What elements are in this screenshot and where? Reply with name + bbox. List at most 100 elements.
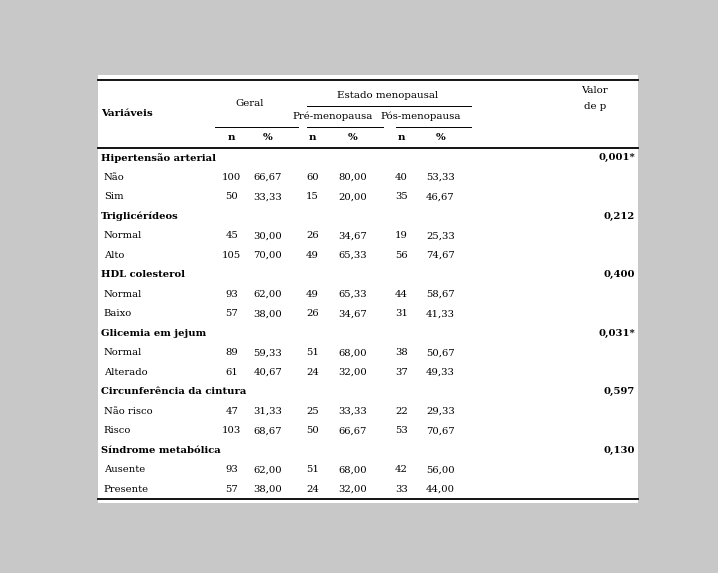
Text: 50: 50	[225, 193, 238, 201]
Text: 57: 57	[225, 309, 238, 319]
Text: 53: 53	[395, 426, 408, 435]
Text: 100: 100	[222, 173, 241, 182]
Text: 56,00: 56,00	[426, 465, 454, 474]
Text: 0,031*: 0,031*	[598, 329, 635, 338]
Text: Pós-menopausa: Pós-menopausa	[381, 111, 461, 121]
Text: 57: 57	[225, 485, 238, 494]
Text: 89: 89	[225, 348, 238, 358]
Text: Hipertensão arterial: Hipertensão arterial	[101, 153, 216, 163]
Text: 29,33: 29,33	[426, 407, 454, 416]
Text: 24: 24	[306, 368, 319, 377]
Text: Não: Não	[103, 173, 124, 182]
Text: 19: 19	[395, 231, 408, 240]
Text: Valor: Valor	[582, 87, 608, 95]
Text: 25: 25	[306, 407, 319, 416]
Text: 25,33: 25,33	[426, 231, 454, 240]
Text: 38,00: 38,00	[253, 309, 282, 319]
Text: 62,00: 62,00	[253, 465, 282, 474]
Text: 0,001*: 0,001*	[598, 154, 635, 162]
Text: n: n	[309, 132, 316, 142]
Text: 32,00: 32,00	[338, 485, 367, 494]
Text: Normal: Normal	[103, 290, 142, 299]
Text: 37: 37	[395, 368, 408, 377]
Text: 80,00: 80,00	[338, 173, 367, 182]
Text: 41,33: 41,33	[426, 309, 454, 319]
Text: 26: 26	[306, 309, 319, 319]
Text: Alterado: Alterado	[103, 368, 147, 377]
Text: 74,67: 74,67	[426, 251, 454, 260]
Text: 47: 47	[225, 407, 238, 416]
Text: 0,130: 0,130	[604, 446, 635, 455]
Text: 40,67: 40,67	[253, 368, 282, 377]
Text: Sim: Sim	[103, 193, 123, 201]
Text: 44,00: 44,00	[426, 485, 454, 494]
Text: 66,67: 66,67	[253, 173, 282, 182]
Text: de p: de p	[584, 102, 606, 111]
Text: Risco: Risco	[103, 426, 131, 435]
Text: Variáveis: Variáveis	[101, 109, 153, 119]
Text: 33,33: 33,33	[253, 193, 282, 201]
Text: 70,00: 70,00	[253, 251, 282, 260]
Text: Presente: Presente	[103, 485, 149, 494]
Text: Estado menopausal: Estado menopausal	[337, 91, 438, 100]
Text: %: %	[348, 132, 358, 142]
Text: 65,33: 65,33	[338, 251, 367, 260]
Text: Glicemia em jejum: Glicemia em jejum	[101, 329, 206, 338]
Text: 105: 105	[222, 251, 241, 260]
Text: 62,00: 62,00	[253, 290, 282, 299]
Text: 103: 103	[222, 426, 241, 435]
Text: %: %	[263, 132, 273, 142]
Text: 46,67: 46,67	[426, 193, 454, 201]
Text: Normal: Normal	[103, 348, 142, 358]
Text: Pré-menopausa: Pré-menopausa	[292, 111, 373, 121]
Text: 24: 24	[306, 485, 319, 494]
Text: 44: 44	[395, 290, 408, 299]
Text: 68,00: 68,00	[338, 348, 367, 358]
Text: Síndrome metabólica: Síndrome metabólica	[101, 446, 220, 455]
Text: 68,67: 68,67	[253, 426, 282, 435]
Text: Alto: Alto	[103, 251, 124, 260]
Text: 51: 51	[306, 348, 319, 358]
Text: %: %	[435, 132, 445, 142]
Text: HDL colesterol: HDL colesterol	[101, 270, 185, 280]
Text: 42: 42	[395, 465, 408, 474]
Text: 45: 45	[225, 231, 238, 240]
Text: 49: 49	[306, 290, 319, 299]
Text: Normal: Normal	[103, 231, 142, 240]
Text: 53,33: 53,33	[426, 173, 454, 182]
Text: Não risco: Não risco	[103, 407, 152, 416]
Text: 40: 40	[395, 173, 408, 182]
Text: 15: 15	[306, 193, 319, 201]
Text: 33,33: 33,33	[338, 407, 367, 416]
Text: 38: 38	[395, 348, 408, 358]
Text: Baixo: Baixo	[103, 309, 132, 319]
Text: 49,33: 49,33	[426, 368, 454, 377]
Text: 35: 35	[395, 193, 408, 201]
Text: 50: 50	[306, 426, 319, 435]
Text: 31,33: 31,33	[253, 407, 282, 416]
Text: 61: 61	[225, 368, 238, 377]
Text: 59,33: 59,33	[253, 348, 282, 358]
Text: 30,00: 30,00	[253, 231, 282, 240]
Text: Ausente: Ausente	[103, 465, 145, 474]
Text: 0,212: 0,212	[604, 212, 635, 221]
Text: 50,67: 50,67	[426, 348, 454, 358]
Text: n: n	[398, 132, 405, 142]
Text: n: n	[228, 132, 236, 142]
Text: 60: 60	[306, 173, 319, 182]
Text: 68,00: 68,00	[338, 465, 367, 474]
Text: 22: 22	[395, 407, 408, 416]
Text: 58,67: 58,67	[426, 290, 454, 299]
Text: 66,67: 66,67	[338, 426, 367, 435]
Text: 93: 93	[225, 290, 238, 299]
Text: 70,67: 70,67	[426, 426, 454, 435]
Text: Geral: Geral	[236, 99, 264, 108]
Text: 0,400: 0,400	[604, 270, 635, 280]
FancyBboxPatch shape	[98, 76, 638, 503]
Text: 33: 33	[395, 485, 408, 494]
Text: 65,33: 65,33	[338, 290, 367, 299]
Text: 34,67: 34,67	[338, 231, 367, 240]
Text: 0,597: 0,597	[604, 387, 635, 397]
Text: 56: 56	[395, 251, 408, 260]
Text: 20,00: 20,00	[338, 193, 367, 201]
